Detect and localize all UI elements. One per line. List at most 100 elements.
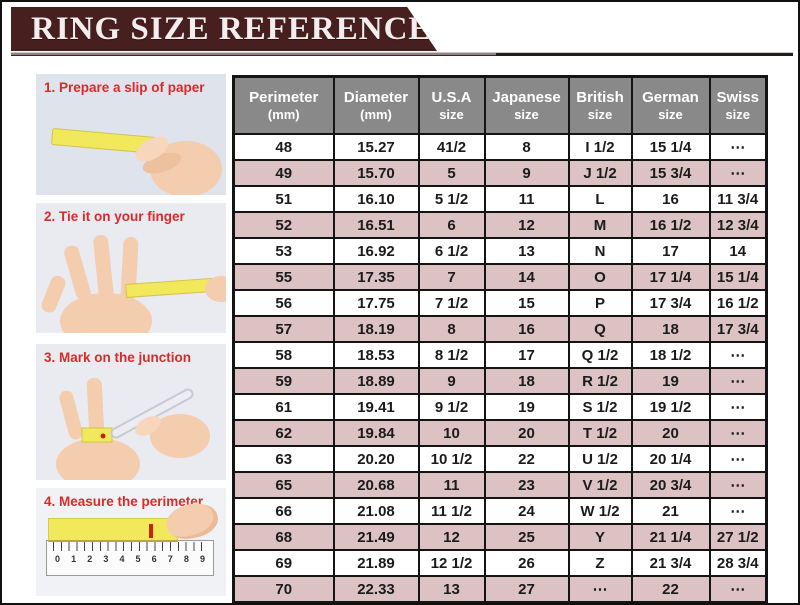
table-row: 56 17.75 7 1/2 15 P 17 3/4 16 1/2: [232, 289, 768, 317]
table-cell: 23: [483, 471, 570, 499]
table-row: 59 18.89 9 18 R 1/2 19 ⋯: [232, 367, 768, 395]
table-row: 66 21.08 11 1/2 24 W 1/2 21 ⋯: [232, 497, 768, 525]
table-cell: 11: [417, 471, 486, 499]
table-cell: 21 1/4: [630, 523, 711, 551]
table-cell: T 1/2: [567, 419, 633, 447]
table-cell: 16: [483, 315, 570, 343]
table-row: 55 17.35 7 14 O 17 1/4 15 1/4: [232, 263, 768, 291]
hand: [56, 377, 140, 480]
pen-body: [112, 390, 192, 437]
table-cell: 21: [630, 497, 711, 525]
ruler-number: 4: [119, 554, 125, 564]
column-header: German size: [630, 75, 711, 135]
table-cell: 21.49: [332, 523, 420, 551]
helper-hand: [205, 276, 226, 302]
table-cell: ⋯: [708, 575, 768, 603]
table-cell: V 1/2: [567, 471, 633, 499]
table-cell: 8: [483, 133, 570, 161]
table-cell: 22.33: [332, 575, 420, 603]
table-cell: 12: [483, 211, 570, 239]
table-cell: 68: [232, 523, 335, 551]
table-cell: 6 1/2: [417, 237, 486, 265]
banner-divider-line: [11, 52, 793, 56]
table-row: 69 21.89 12 1/2 26 Z 21 3/4 28 3/4: [232, 549, 768, 577]
table-cell: 20.20: [332, 445, 420, 473]
table-cell: 15 1/4: [630, 133, 711, 161]
table-cell: 20: [483, 419, 570, 447]
table-row: 51 16.10 5 1/2 11 L 16 11 3/4: [232, 185, 768, 213]
table-cell: ⋯: [708, 445, 768, 473]
table-cell: ⋯: [708, 341, 768, 369]
table-cell: W 1/2: [567, 497, 633, 525]
table-cell: 49: [232, 159, 335, 187]
table-cell: 20: [630, 419, 711, 447]
table-cell: 19: [630, 367, 711, 395]
table-cell: 16.10: [332, 185, 420, 213]
table-cell: 15.70: [332, 159, 420, 187]
table-cell: 6: [417, 211, 486, 239]
table-cell: 17.75: [332, 289, 420, 317]
table-cell: 65: [232, 471, 335, 499]
step-3-illustration: [56, 377, 210, 480]
table-header-row: Perimeter (mm) Diameter (mm) U.S.A size Japane…: [232, 75, 768, 135]
table-cell: 62: [232, 419, 335, 447]
table-cell: 16.92: [332, 237, 420, 265]
step-label: 4. Measure the perimeter: [44, 494, 204, 509]
table-cell: 14: [483, 263, 570, 291]
table-cell: 55: [232, 263, 335, 291]
ruler-number: 7: [167, 554, 173, 564]
ruler-number: 3: [103, 554, 109, 564]
table-row: 48 15.27 41/2 8 I 1/2 15 1/4 ⋯: [232, 133, 768, 161]
table-cell: 11 3/4: [708, 185, 768, 213]
table-cell: 16 1/2: [630, 211, 711, 239]
ruler-number: 1: [71, 554, 77, 564]
step-card-1: 1. Prepare a slip of paper: [36, 74, 226, 195]
column-header: Japanese size: [483, 75, 570, 135]
table-cell: 17: [483, 341, 570, 369]
table-row: 65 20.68 11 23 V 1/2 20 3/4 ⋯: [232, 471, 768, 499]
table-row: 52 16.51 6 12 M 16 1/2 12 3/4: [232, 211, 768, 239]
table-cell: 15.27: [332, 133, 420, 161]
paper-strip: [48, 518, 178, 542]
table-cell: 56: [232, 289, 335, 317]
table-cell: 69: [232, 549, 335, 577]
table-cell: ⋯: [708, 419, 768, 447]
table-cell: 15: [483, 289, 570, 317]
table-cell: ⋯: [708, 471, 768, 499]
writing-finger: [135, 416, 161, 436]
table-cell: 12 3/4: [708, 211, 768, 239]
table-cell: N: [567, 237, 633, 265]
ruler-number: 0: [55, 554, 61, 564]
table-cell: Z: [567, 549, 633, 577]
table-cell: 9: [417, 367, 486, 395]
table-cell: 20 1/4: [630, 445, 711, 473]
table-cell: 17.35: [332, 263, 420, 291]
table-cell: 5: [417, 159, 486, 187]
table-cell: 59: [232, 367, 335, 395]
table-cell: Y: [567, 523, 633, 551]
table-cell: 12: [417, 523, 486, 551]
column-header: British size: [567, 75, 633, 135]
table-cell: J 1/2: [567, 159, 633, 187]
table-cell: I 1/2: [567, 133, 633, 161]
table-cell: 15 1/4: [708, 263, 768, 291]
paper-band: [81, 427, 113, 443]
table-cell: 12 1/2: [417, 549, 486, 577]
writing-hand: [150, 414, 210, 458]
table-cell: 18: [630, 315, 711, 343]
table-cell: 16.51: [332, 211, 420, 239]
step-label: 2. Tie it on your finger: [44, 209, 185, 224]
table-cell: 61: [232, 393, 335, 421]
table-cell: 19.41: [332, 393, 420, 421]
table-cell: 63: [232, 445, 335, 473]
table-cell: 19: [483, 393, 570, 421]
table-cell: 7 1/2: [417, 289, 486, 317]
table-cell: S 1/2: [567, 393, 633, 421]
table-cell: 25: [483, 523, 570, 551]
ruler-number: 8: [183, 554, 189, 564]
table-cell: 14: [708, 237, 768, 265]
table-cell: 19 1/2: [630, 393, 711, 421]
